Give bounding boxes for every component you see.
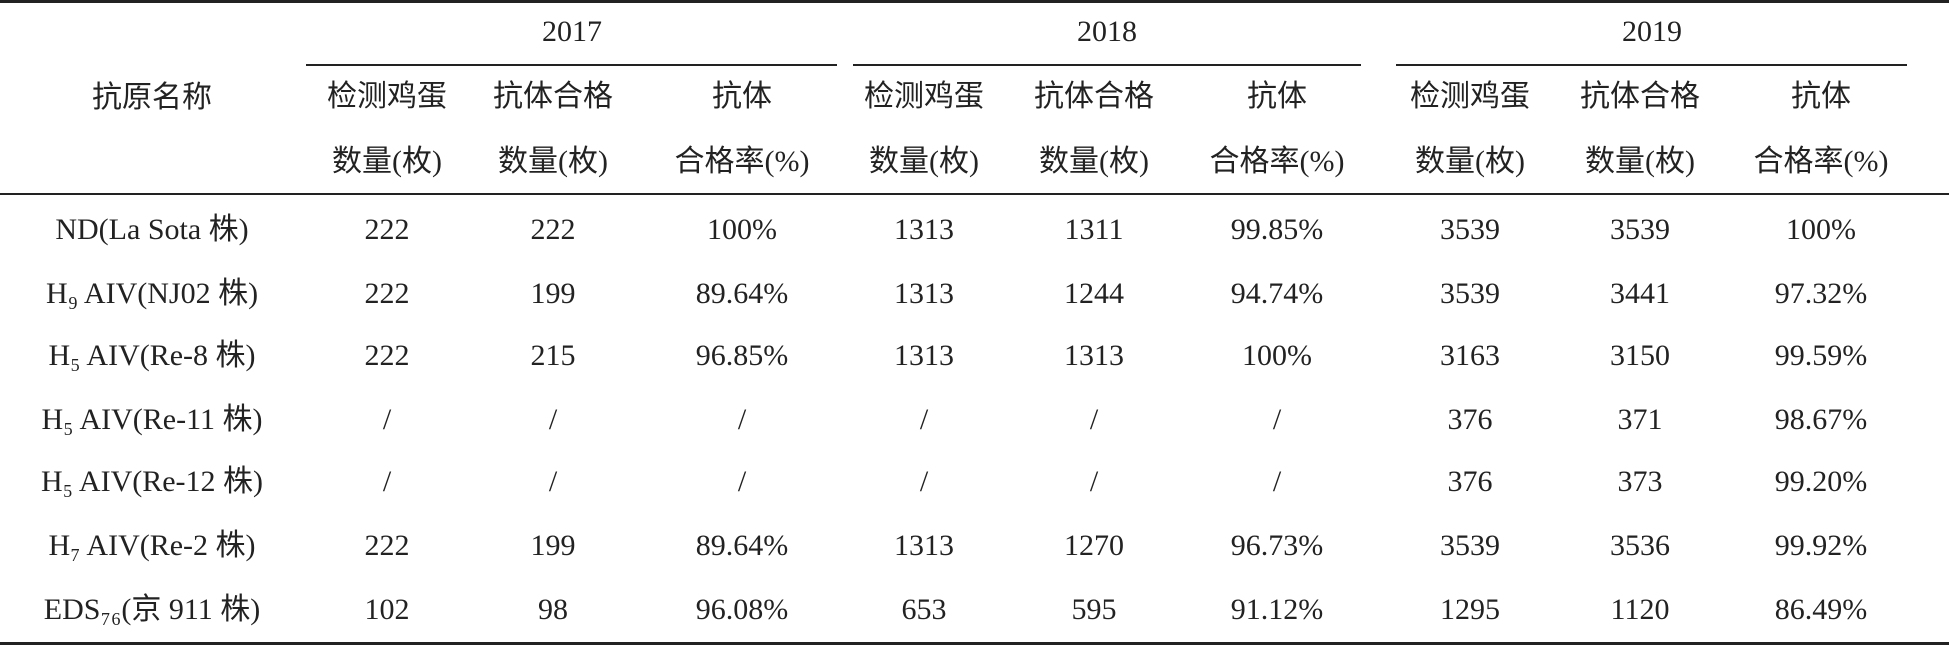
row-label: H₉ AIV(NJ02 株) (45, 277, 259, 310)
cell-value: 94.74% (1230, 277, 1324, 310)
cell-value: 99.92% (1774, 529, 1868, 562)
column-header: 检测鸡蛋 (1410, 80, 1530, 113)
cell-value: 3536 (1610, 529, 1670, 562)
row-label: H₅ AIV(Re-11 株) (41, 403, 263, 436)
cell-value: 371 (1617, 403, 1663, 436)
header-rule (0, 193, 1949, 195)
column-header: 数量(枚) (498, 145, 608, 178)
cell-value: 199 (530, 277, 576, 310)
cell-value: 3539 (1440, 213, 1500, 246)
cell-value: 222 (364, 529, 410, 562)
column-header: 数量(枚) (1585, 145, 1695, 178)
column-header: 合格率(%) (1209, 145, 1345, 178)
cell-value: 373 (1617, 465, 1663, 498)
year-header: 2018 (1077, 15, 1137, 48)
column-header: 数量(枚) (1415, 145, 1525, 178)
cell-value: 96.73% (1230, 529, 1324, 562)
cell-value: 1120 (1610, 593, 1670, 626)
column-header: 抗体 (1791, 80, 1851, 113)
cell-value: 99.85% (1230, 213, 1324, 246)
cell-value: 96.85% (695, 339, 789, 372)
year-rule (1396, 64, 1907, 66)
cell-value: 3441 (1610, 277, 1670, 310)
column-header: 抗体合格 (1580, 80, 1700, 113)
cell-value: 96.08% (695, 593, 789, 626)
name-header: 抗原名称 (92, 81, 212, 114)
cell-value: / (382, 403, 392, 436)
cell-value: 215 (530, 339, 576, 372)
cell-value: / (382, 465, 392, 498)
cell-value: 1244 (1064, 277, 1124, 310)
column-header: 抗体 (712, 80, 772, 113)
cell-value: / (737, 465, 747, 498)
cell-value: 100% (1786, 213, 1856, 246)
cell-value: 89.64% (695, 277, 789, 310)
cell-value: / (737, 403, 747, 436)
cell-value: 1313 (894, 529, 954, 562)
cell-value: / (548, 403, 558, 436)
cell-value: 595 (1071, 593, 1117, 626)
cell-value: 376 (1447, 403, 1493, 436)
cell-value: 3150 (1610, 339, 1670, 372)
cell-value: 222 (530, 213, 576, 246)
column-header: 检测鸡蛋 (864, 80, 984, 113)
row-label: ND(La Sota 株) (55, 213, 249, 246)
cell-value: 222 (364, 213, 410, 246)
column-header: 检测鸡蛋 (327, 80, 447, 113)
cell-value: 98 (538, 593, 568, 626)
cell-value: 1311 (1064, 213, 1124, 246)
cell-value: / (1089, 465, 1099, 498)
cell-value: 1295 (1440, 593, 1500, 626)
year-rule (306, 64, 837, 66)
cell-value: 653 (901, 593, 947, 626)
column-header: 数量(枚) (1039, 145, 1149, 178)
column-header: 合格率(%) (674, 145, 810, 178)
year-header: 2017 (542, 15, 602, 48)
cell-value: 100% (1242, 339, 1312, 372)
cell-value: 1270 (1064, 529, 1124, 562)
row-label: H₅ AIV(Re-12 株) (40, 465, 264, 498)
cell-value: / (1272, 465, 1282, 498)
cell-value: / (548, 465, 558, 498)
cell-value: 102 (364, 593, 410, 626)
row-label: EDS₇₆(京 911 株) (43, 593, 261, 626)
column-header: 抗体合格 (493, 80, 613, 113)
cell-value: 99.59% (1774, 339, 1868, 372)
cell-value: 100% (707, 213, 777, 246)
year-rule (853, 64, 1361, 66)
cell-value: 376 (1447, 465, 1493, 498)
column-header: 数量(枚) (332, 145, 442, 178)
cell-value: 1313 (894, 277, 954, 310)
column-header: 抗体合格 (1034, 80, 1154, 113)
cell-value: 86.49% (1774, 593, 1868, 626)
cell-value: / (919, 465, 929, 498)
cell-value: 98.67% (1774, 403, 1868, 436)
cell-value: 1313 (894, 339, 954, 372)
top-rule (0, 0, 1949, 3)
column-header: 抗体 (1247, 80, 1307, 113)
row-label: H₇ AIV(Re-2 株) (48, 529, 256, 562)
cell-value: / (1272, 403, 1282, 436)
bottom-rule (0, 642, 1949, 645)
cell-value: / (1089, 403, 1099, 436)
cell-value: 222 (364, 339, 410, 372)
column-header: 数量(枚) (869, 145, 979, 178)
column-header: 合格率(%) (1753, 145, 1889, 178)
year-header: 2019 (1622, 15, 1682, 48)
cell-value: 3539 (1440, 529, 1500, 562)
cell-value: 3539 (1440, 277, 1500, 310)
row-label: H₅ AIV(Re-8 株) (48, 339, 256, 372)
cell-value: 222 (364, 277, 410, 310)
cell-value: 3539 (1610, 213, 1670, 246)
cell-value: 1313 (1064, 339, 1124, 372)
cell-value: 99.20% (1774, 465, 1868, 498)
cell-value: 97.32% (1774, 277, 1868, 310)
cell-value: / (919, 403, 929, 436)
cell-value: 199 (530, 529, 576, 562)
cell-value: 1313 (894, 213, 954, 246)
cell-value: 3163 (1440, 339, 1500, 372)
cell-value: 89.64% (695, 529, 789, 562)
cell-value: 91.12% (1230, 593, 1324, 626)
